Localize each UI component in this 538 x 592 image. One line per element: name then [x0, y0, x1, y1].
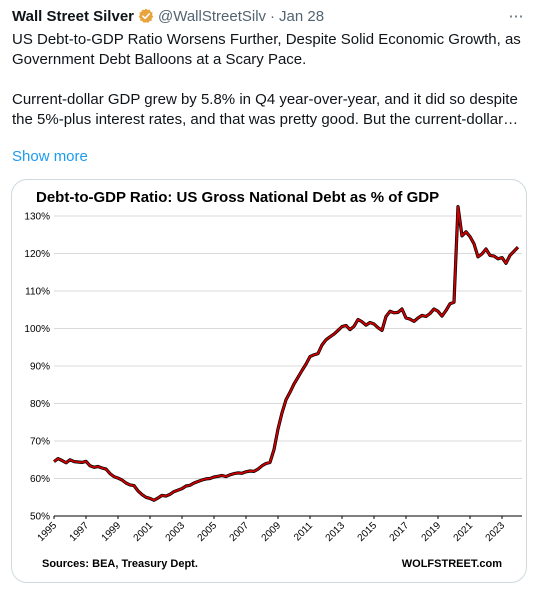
x-tick-label: 2003 [164, 520, 188, 544]
x-tick-label: 2011 [292, 520, 315, 543]
y-tick-label: 50% [30, 512, 50, 523]
x-tick-label: 2001 [132, 520, 156, 544]
tweet-paragraph-1: US Debt-to-GDP Ratio Worsens Further, De… [12, 31, 521, 68]
x-tick-label: 2023 [484, 520, 508, 544]
author-name[interactable]: Wall Street Silver [12, 7, 134, 25]
y-tick-label: 110% [25, 287, 50, 298]
tweet-date[interactable]: Jan 28 [279, 7, 325, 25]
chart-y-axis: 50% 60% 70% 80% 90% 100% 110% 120% 130% [24, 212, 50, 523]
tweet-text: US Debt-to-GDP Ratio Worsens Further, De… [12, 30, 522, 130]
verified-badge-icon[interactable] [138, 8, 154, 24]
debt-to-gdp-chart: Debt-to-GDP Ratio: US Gross National Deb… [24, 189, 522, 570]
x-tick-label: 2005 [196, 520, 220, 544]
series-line-outline [53, 205, 520, 502]
y-tick-label: 70% [30, 437, 50, 448]
tweet-media-image[interactable]: Debt-to-GDP Ratio: US Gross National Deb… [11, 179, 527, 583]
y-tick-label: 130% [24, 212, 50, 223]
chart-source-left: Sources: BEA, Treasury Dept. [42, 558, 198, 570]
x-tick-label: 2009 [260, 520, 284, 544]
x-tick-label: 1999 [100, 520, 124, 544]
x-tick-label: 2017 [388, 520, 412, 544]
y-tick-label: 100% [24, 324, 50, 335]
y-tick-label: 90% [30, 362, 50, 373]
x-tick-label: 2013 [324, 520, 348, 544]
show-more-link[interactable]: Show more [12, 148, 88, 165]
x-tick-label: 2021 [452, 520, 476, 544]
x-tick-label: 1995 [36, 520, 60, 544]
x-tick-label: 2019 [420, 520, 444, 544]
tweet-paragraph-2: Current-dollar GDP grew by 5.8% in Q4 ye… [12, 91, 519, 128]
chart-x-axis: 1995 1997 1999 2001 2003 2005 2007 2009 2011 2013… [36, 515, 522, 544]
chart-series [53, 205, 520, 502]
chart-source-right: WOLFSTREET.com [402, 558, 502, 570]
y-tick-label: 120% [24, 249, 50, 260]
y-tick-label: 60% [30, 474, 50, 485]
more-options-icon[interactable]: ⋯ [508, 8, 524, 25]
chart-title: Debt-to-GDP Ratio: US Gross National Deb… [36, 189, 439, 206]
y-tick-label: 80% [30, 399, 50, 410]
x-tick-label: 2007 [228, 520, 252, 544]
separator-dot: · [270, 7, 276, 25]
author-handle[interactable]: @WallStreetSilv [158, 7, 267, 25]
chart-gridlines [54, 215, 522, 517]
tweet-header: Wall Street Silver @WallStreetSilv · Jan… [12, 6, 526, 26]
series-line [53, 205, 519, 502]
x-tick-label: 2015 [356, 520, 380, 544]
x-tick-label: 1997 [68, 520, 92, 544]
